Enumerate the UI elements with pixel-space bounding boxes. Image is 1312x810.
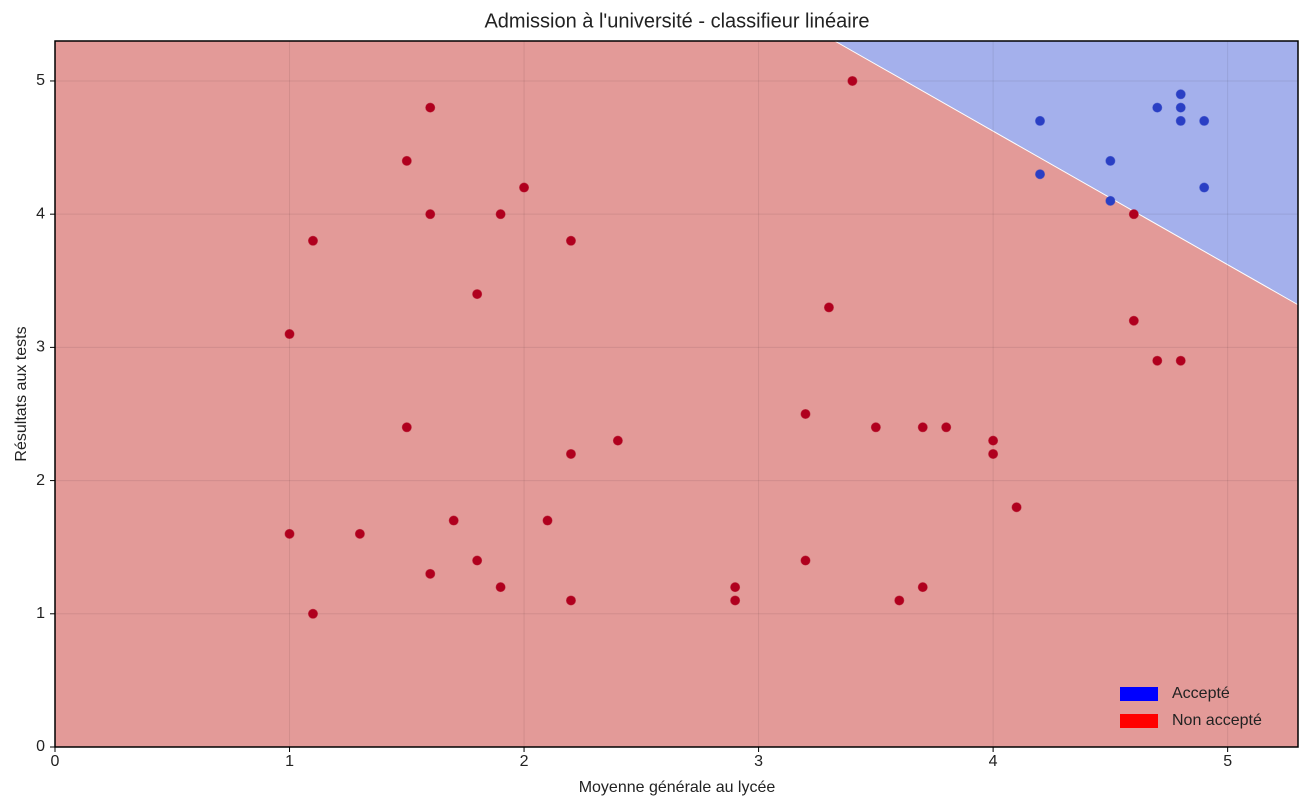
x-tick-label: 3	[754, 753, 763, 770]
data-point	[730, 582, 741, 593]
data-point	[917, 582, 928, 593]
y-tick-label: 4	[36, 205, 45, 222]
y-tick-label: 1	[36, 605, 45, 622]
data-point	[800, 555, 811, 566]
data-point	[1175, 89, 1186, 100]
data-point	[847, 75, 858, 86]
data-point	[894, 595, 905, 606]
data-point	[448, 515, 459, 526]
data-point	[941, 422, 952, 433]
y-tick-label: 0	[36, 738, 45, 755]
data-point	[472, 555, 483, 566]
data-point	[1175, 102, 1186, 113]
data-point	[612, 435, 623, 446]
data-point	[307, 608, 318, 619]
data-point	[401, 422, 412, 433]
data-point	[307, 235, 318, 246]
decision-boundary	[834, 40, 1299, 306]
legend-swatch	[1120, 687, 1158, 701]
data-point	[988, 448, 999, 459]
data-point	[284, 528, 295, 539]
x-tick-label: 2	[520, 753, 529, 770]
data-point	[1199, 115, 1210, 126]
data-point	[495, 209, 506, 220]
data-point	[1128, 315, 1139, 326]
y-tick-label: 2	[36, 472, 45, 489]
data-point	[988, 435, 999, 446]
y-tick-label: 5	[36, 72, 45, 89]
legend-label: Accepté	[1172, 685, 1230, 702]
data-point	[1175, 115, 1186, 126]
chart-title: Admission à l'université - classifieur l…	[484, 10, 869, 32]
x-tick-label: 1	[285, 753, 294, 770]
legend-swatch	[1120, 714, 1158, 728]
data-point	[1035, 115, 1046, 126]
data-point	[472, 289, 483, 300]
data-point	[1152, 102, 1163, 113]
x-tick-label: 4	[989, 753, 998, 770]
plot-frame	[54, 40, 1299, 748]
x-tick-label: 0	[51, 753, 60, 770]
data-point	[565, 235, 576, 246]
data-point	[823, 302, 834, 313]
data-point	[1011, 502, 1022, 513]
data-point	[542, 515, 553, 526]
y-axis-label: Résultats aux tests	[13, 326, 30, 461]
data-point	[1128, 209, 1139, 220]
x-axis-label: Moyenne générale au lycée	[579, 779, 776, 796]
data-point	[425, 568, 436, 579]
y-tick-label: 3	[36, 339, 45, 356]
data-point	[1105, 195, 1116, 206]
data-point	[870, 422, 881, 433]
data-point	[425, 209, 436, 220]
legend-label: Non accepté	[1172, 712, 1262, 729]
data-point	[565, 595, 576, 606]
data-point	[425, 102, 436, 113]
data-point	[495, 582, 506, 593]
data-point	[354, 528, 365, 539]
data-point	[1199, 182, 1210, 193]
data-point	[284, 329, 295, 340]
data-point	[1175, 355, 1186, 366]
data-point	[730, 595, 741, 606]
x-tick-label: 5	[1223, 753, 1232, 770]
data-point	[1105, 155, 1116, 166]
data-point	[1035, 169, 1046, 180]
data-point	[565, 448, 576, 459]
data-point	[917, 422, 928, 433]
data-point	[800, 408, 811, 419]
data-point	[519, 182, 530, 193]
data-point	[1152, 355, 1163, 366]
data-point	[401, 155, 412, 166]
